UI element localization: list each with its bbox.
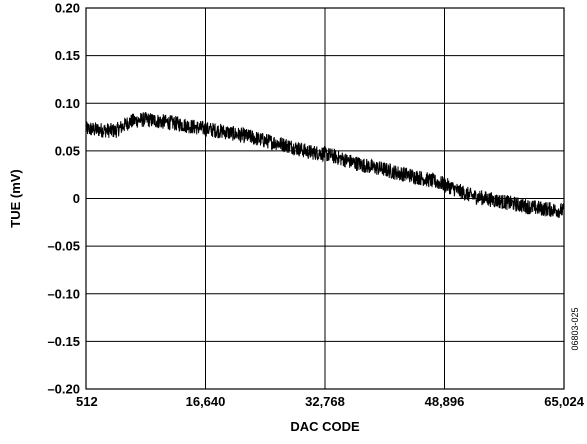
y-tick-labels: 0.20 0.15 0.10 0.05 0 –0.05 –0.10 –0.15 –0.20 [47, 1, 80, 397]
y-tick-label: 0.05 [55, 143, 80, 158]
x-tick-labels: 512 16,640 32,768 48,896 65,024 [76, 394, 585, 409]
x-axis-title: DAC CODE [290, 419, 360, 434]
y-tick-label: 0.15 [55, 48, 80, 63]
y-tick-label: –0.20 [47, 382, 80, 397]
x-tick-label: 512 [76, 394, 98, 409]
series-layer [85, 111, 565, 218]
y-tick-label: 0 [73, 191, 80, 206]
plot-frame [85, 7, 565, 390]
x-tick-label: 16,640 [186, 394, 226, 409]
series-line-0 [85, 111, 565, 218]
figure-code: 06803-025 [570, 307, 580, 350]
y-tick-label: –0.10 [47, 286, 80, 301]
y-tick-label: 0.10 [55, 96, 80, 111]
x-tick-label: 48,896 [425, 394, 465, 409]
y-tick-label: –0.15 [47, 334, 80, 349]
x-tick-label: 32,768 [305, 394, 345, 409]
x-tick-label: 65,024 [544, 394, 585, 409]
y-tick-label: –0.05 [47, 239, 80, 254]
y-tick-label: 0.20 [55, 1, 80, 16]
y-axis-title: TUE (mV) [8, 169, 23, 228]
